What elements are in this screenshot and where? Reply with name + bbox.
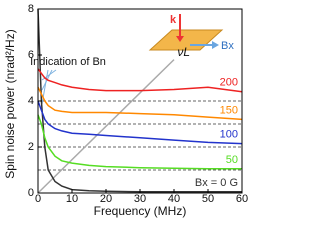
x-tick-label: 60 bbox=[236, 193, 248, 205]
series-label: 50 bbox=[226, 154, 238, 166]
series-line bbox=[37, 68, 243, 93]
series-line bbox=[37, 100, 243, 145]
series-label: 100 bbox=[220, 128, 238, 140]
inset: k Bx bbox=[148, 14, 234, 52]
inset-k-head bbox=[176, 36, 184, 42]
x-tick-label: 30 bbox=[134, 193, 146, 205]
series-line bbox=[37, 114, 242, 170]
series-label: 200 bbox=[220, 77, 238, 89]
series-label: 150 bbox=[220, 104, 238, 116]
annotation-larmor: νL bbox=[177, 45, 190, 59]
x-tick-label: 50 bbox=[202, 193, 214, 205]
bn-arrow bbox=[41, 69, 57, 81]
x-tick-label: 0 bbox=[35, 193, 41, 205]
x-tick-label: 20 bbox=[100, 193, 112, 205]
larmor-arrow bbox=[37, 59, 175, 194]
x-tick-label: 10 bbox=[66, 193, 78, 205]
inset-bx-head bbox=[212, 41, 219, 49]
inset-k: k bbox=[170, 14, 177, 26]
y-tick-label: 2 bbox=[28, 141, 34, 153]
annotation-bn: Indication of Bn bbox=[30, 56, 106, 68]
x-tick-label: 40 bbox=[168, 193, 180, 205]
y-tick-label: 0 bbox=[28, 187, 34, 199]
y-tick-label: 8 bbox=[28, 3, 34, 15]
series-label: Bx = 0 G bbox=[195, 177, 238, 189]
y-tick-label: 4 bbox=[28, 95, 34, 107]
inset-bx: Bx bbox=[221, 40, 234, 52]
y-tick-label: 6 bbox=[28, 49, 34, 61]
x-axis-label: Frequency (MHz) bbox=[94, 204, 187, 218]
y-axis-label: Spin noise power (nrad²/Hz) bbox=[3, 29, 17, 178]
chart: k Bx Indication of Bn Frequency (MHz) Sp… bbox=[3, 3, 248, 218]
series-line bbox=[37, 86, 243, 121]
